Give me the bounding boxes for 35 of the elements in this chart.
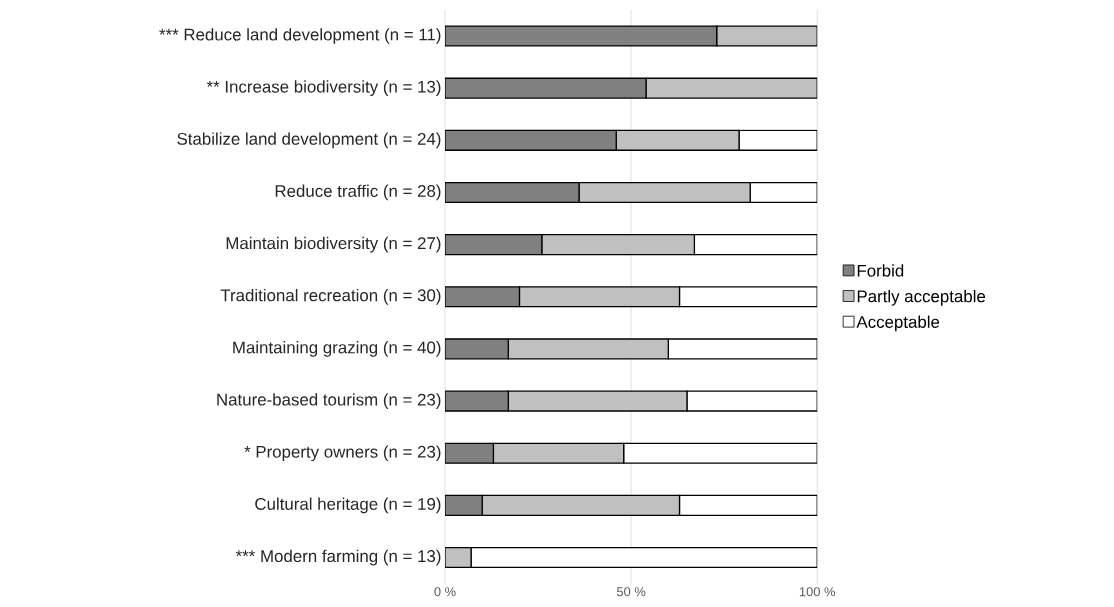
- bar: [507, 390, 688, 412]
- bar: [716, 25, 818, 47]
- x-tick-label: 100 %: [799, 586, 836, 597]
- bar: [445, 494, 483, 516]
- y-tick-label: *** Reduce land development (n = 11): [159, 27, 441, 44]
- bar: [507, 338, 669, 360]
- y-tick-label: Cultural heritage (n = 19): [255, 497, 441, 514]
- bar: [645, 77, 818, 99]
- x-tick-label: 0 %: [434, 586, 456, 597]
- text: Acceptable: [856, 315, 940, 332]
- bar: [541, 233, 696, 255]
- bar: [615, 129, 740, 151]
- y-tick-label: Maintain biodiversity (n = 27): [226, 236, 441, 253]
- y-tick-label: Stabilize land development (n = 24): [177, 132, 441, 148]
- bar: [578, 181, 751, 203]
- y-tick-label: Reduce traffic (n = 28): [275, 184, 441, 201]
- bar: [445, 233, 543, 255]
- bar: [481, 494, 681, 516]
- legend-label: Partly acceptable: [857, 289, 986, 306]
- bar: [518, 285, 681, 308]
- y-tick-label: *** Modern farming (n = 13): [235, 549, 441, 566]
- bar: [445, 129, 617, 151]
- y-tick-label: ** Increase biodiversity (n = 13): [206, 80, 441, 96]
- bar: [445, 25, 718, 47]
- y-tick-label: Nature-based tourism (n = 23): [217, 393, 441, 409]
- bar: [445, 181, 580, 203]
- bar: [445, 285, 521, 308]
- x-tick-label: 50 %: [616, 586, 646, 597]
- y-tick-label: * Property owners (n = 23): [244, 445, 441, 461]
- y-tick-label: Traditional recreation (n = 30): [220, 288, 441, 305]
- bar: [492, 442, 625, 464]
- legend-label: Forbid: [857, 264, 904, 277]
- y-tick-label: Maintaining grazing (n = 40): [233, 340, 441, 357]
- bar: [445, 442, 495, 464]
- bar: [445, 77, 647, 99]
